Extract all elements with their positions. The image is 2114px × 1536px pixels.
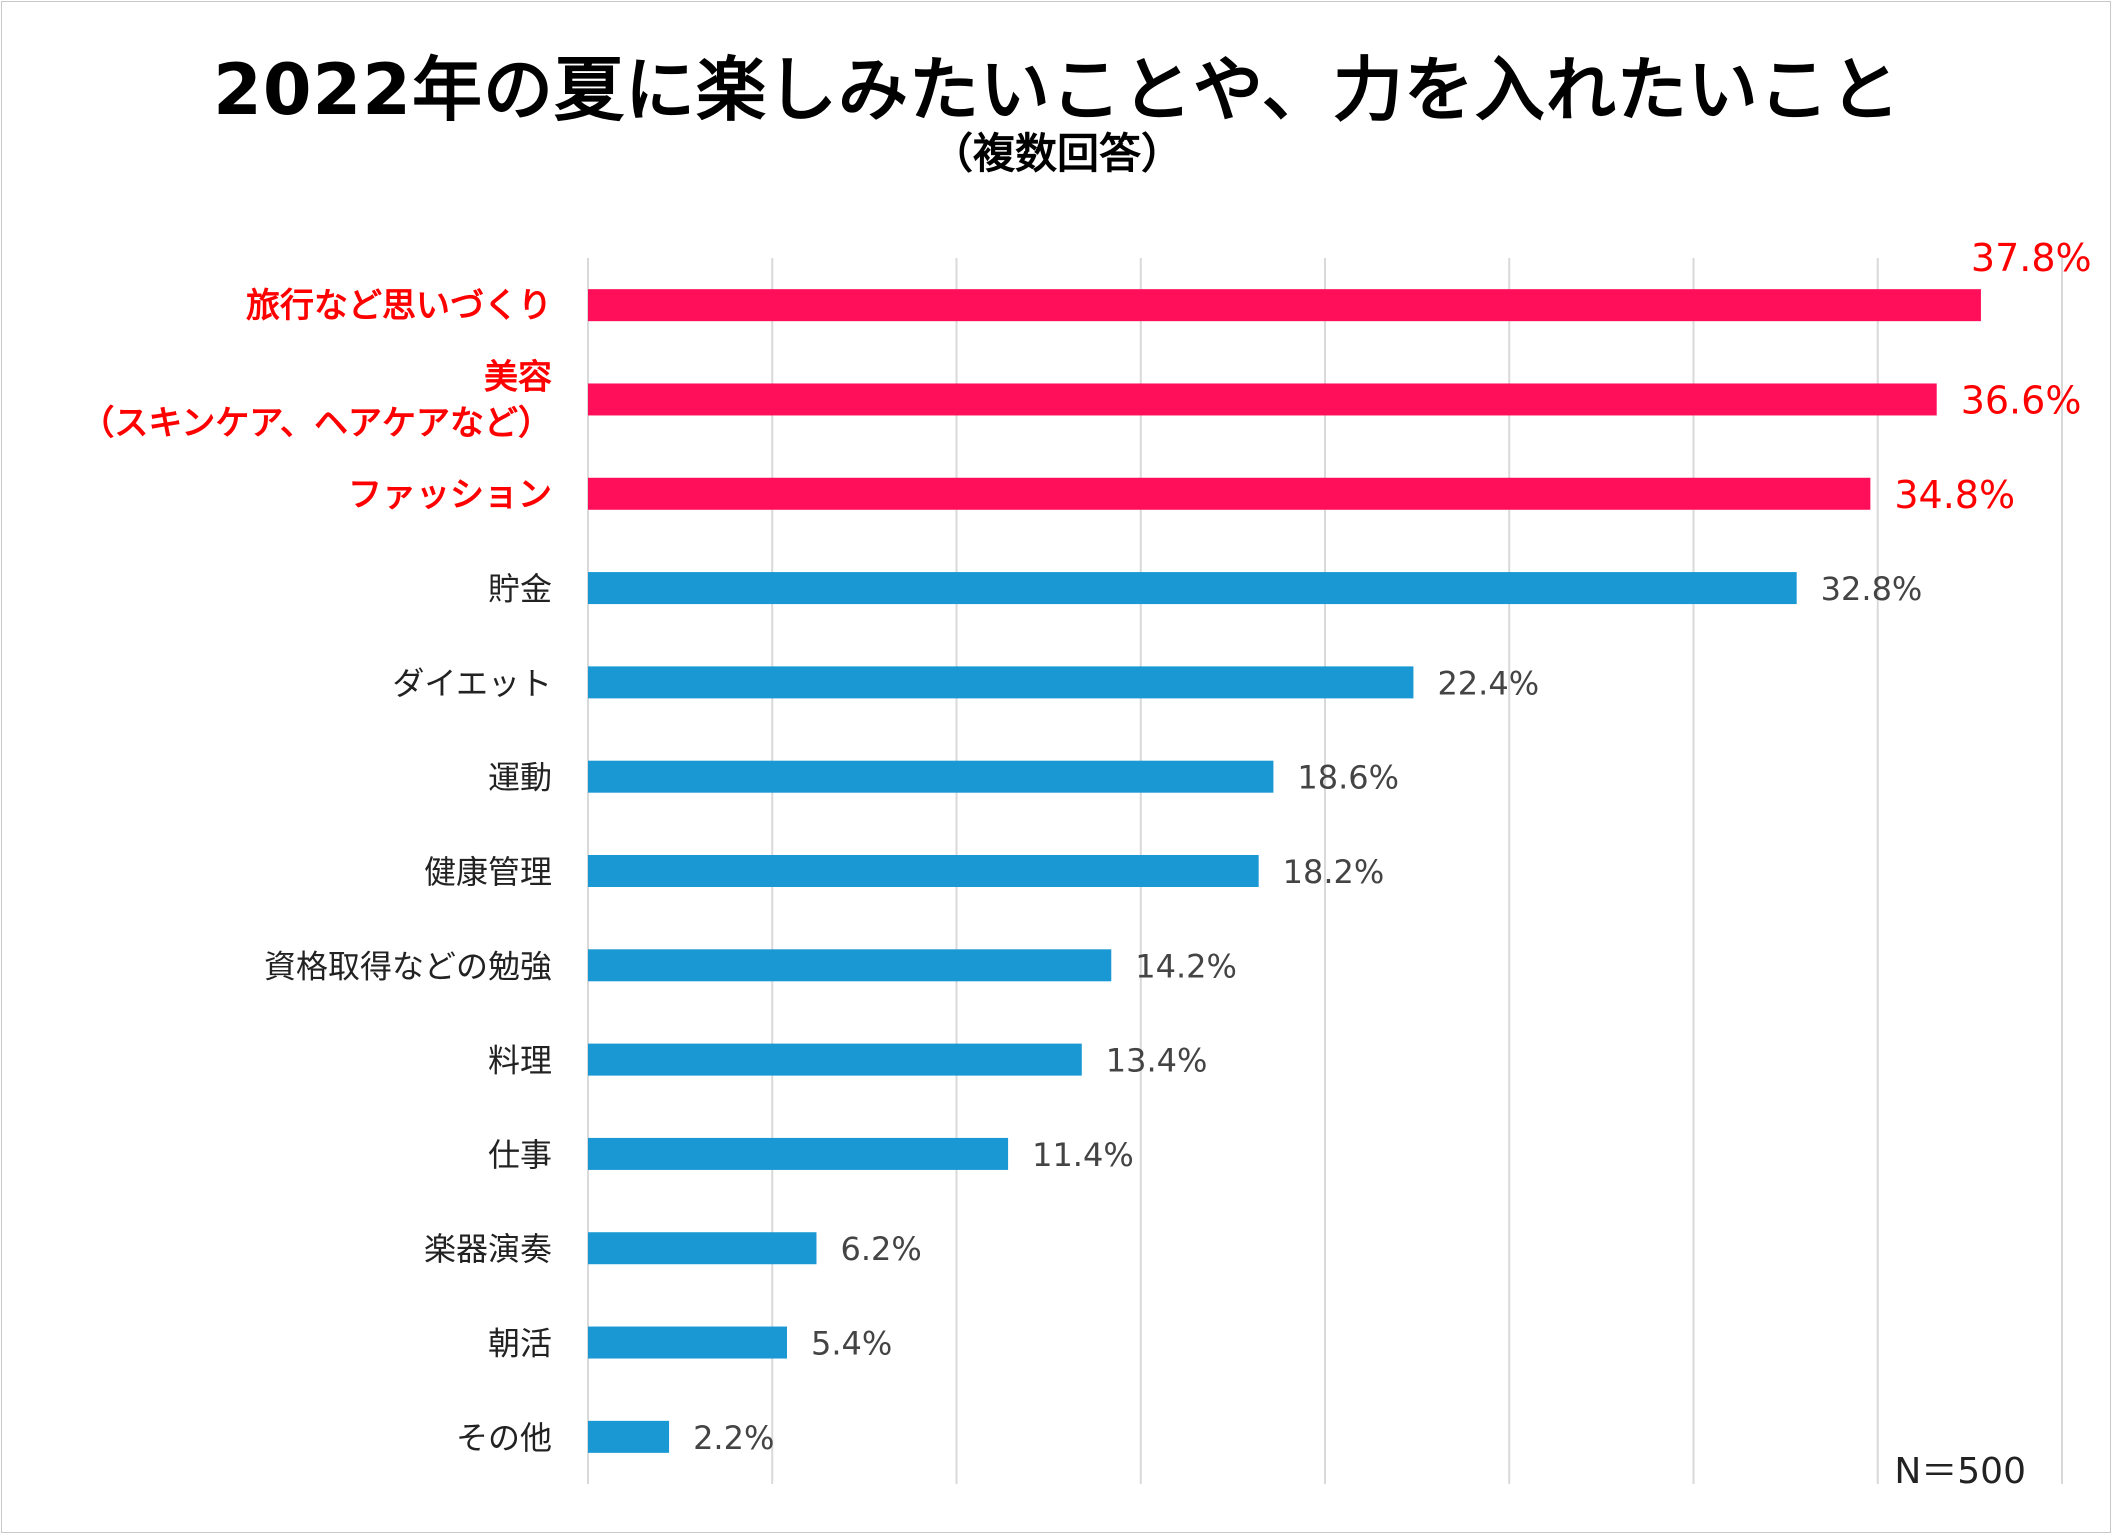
category-label: ファッション [348,475,552,515]
chart-subtitle: （複数回答） [930,129,1183,178]
bar [588,1137,1009,1170]
chart-title: 2022年の夏に楽しみたいことや、力を入れたいこと [213,49,1901,131]
value-label: 2.2% [693,1419,774,1457]
bar [588,1043,1082,1076]
bar [588,666,1414,699]
value-label: 11.4% [1032,1136,1134,1174]
category-label: 仕事 [488,1136,552,1174]
value-label: 5.4% [811,1325,892,1363]
bar [588,383,1937,416]
category-label: 資格取得などの勉強 [264,947,552,985]
bar [588,855,1259,887]
category-label: 貯金 [488,570,552,608]
bar [588,289,1981,322]
bar [588,1326,787,1359]
category-label: その他 [456,1419,552,1457]
value-label: 32.8% [1821,570,1923,608]
category-label: 運動 [488,759,552,797]
bar [588,572,1797,605]
bar [588,477,1871,510]
category-label: 美容 [484,357,552,397]
value-label: 18.2% [1283,853,1385,891]
category-label: （スキンケア、ヘアケアなど） [80,403,552,443]
value-label: 34.8% [1894,473,2015,517]
category-label: 朝活 [488,1325,552,1363]
value-label: 14.2% [1135,947,1237,985]
value-label: 36.6% [1961,378,2082,422]
value-label: 13.4% [1106,1042,1208,1080]
category-label: ダイエット [392,664,552,702]
value-label: 18.6% [1297,759,1399,797]
value-label: 22.4% [1437,664,1539,702]
category-label: 料理 [488,1042,552,1080]
category-label: 旅行など思いづくり [246,286,552,326]
sample-size-note: N＝500 [1894,1451,2026,1492]
bar [588,1420,670,1453]
bar [588,949,1112,982]
bar [588,1232,817,1265]
value-label: 37.8% [1971,236,2092,280]
category-label: 楽器演奏 [424,1230,552,1268]
category-label: 健康管理 [424,853,552,891]
bar [588,760,1274,793]
value-label: 6.2% [840,1230,921,1268]
